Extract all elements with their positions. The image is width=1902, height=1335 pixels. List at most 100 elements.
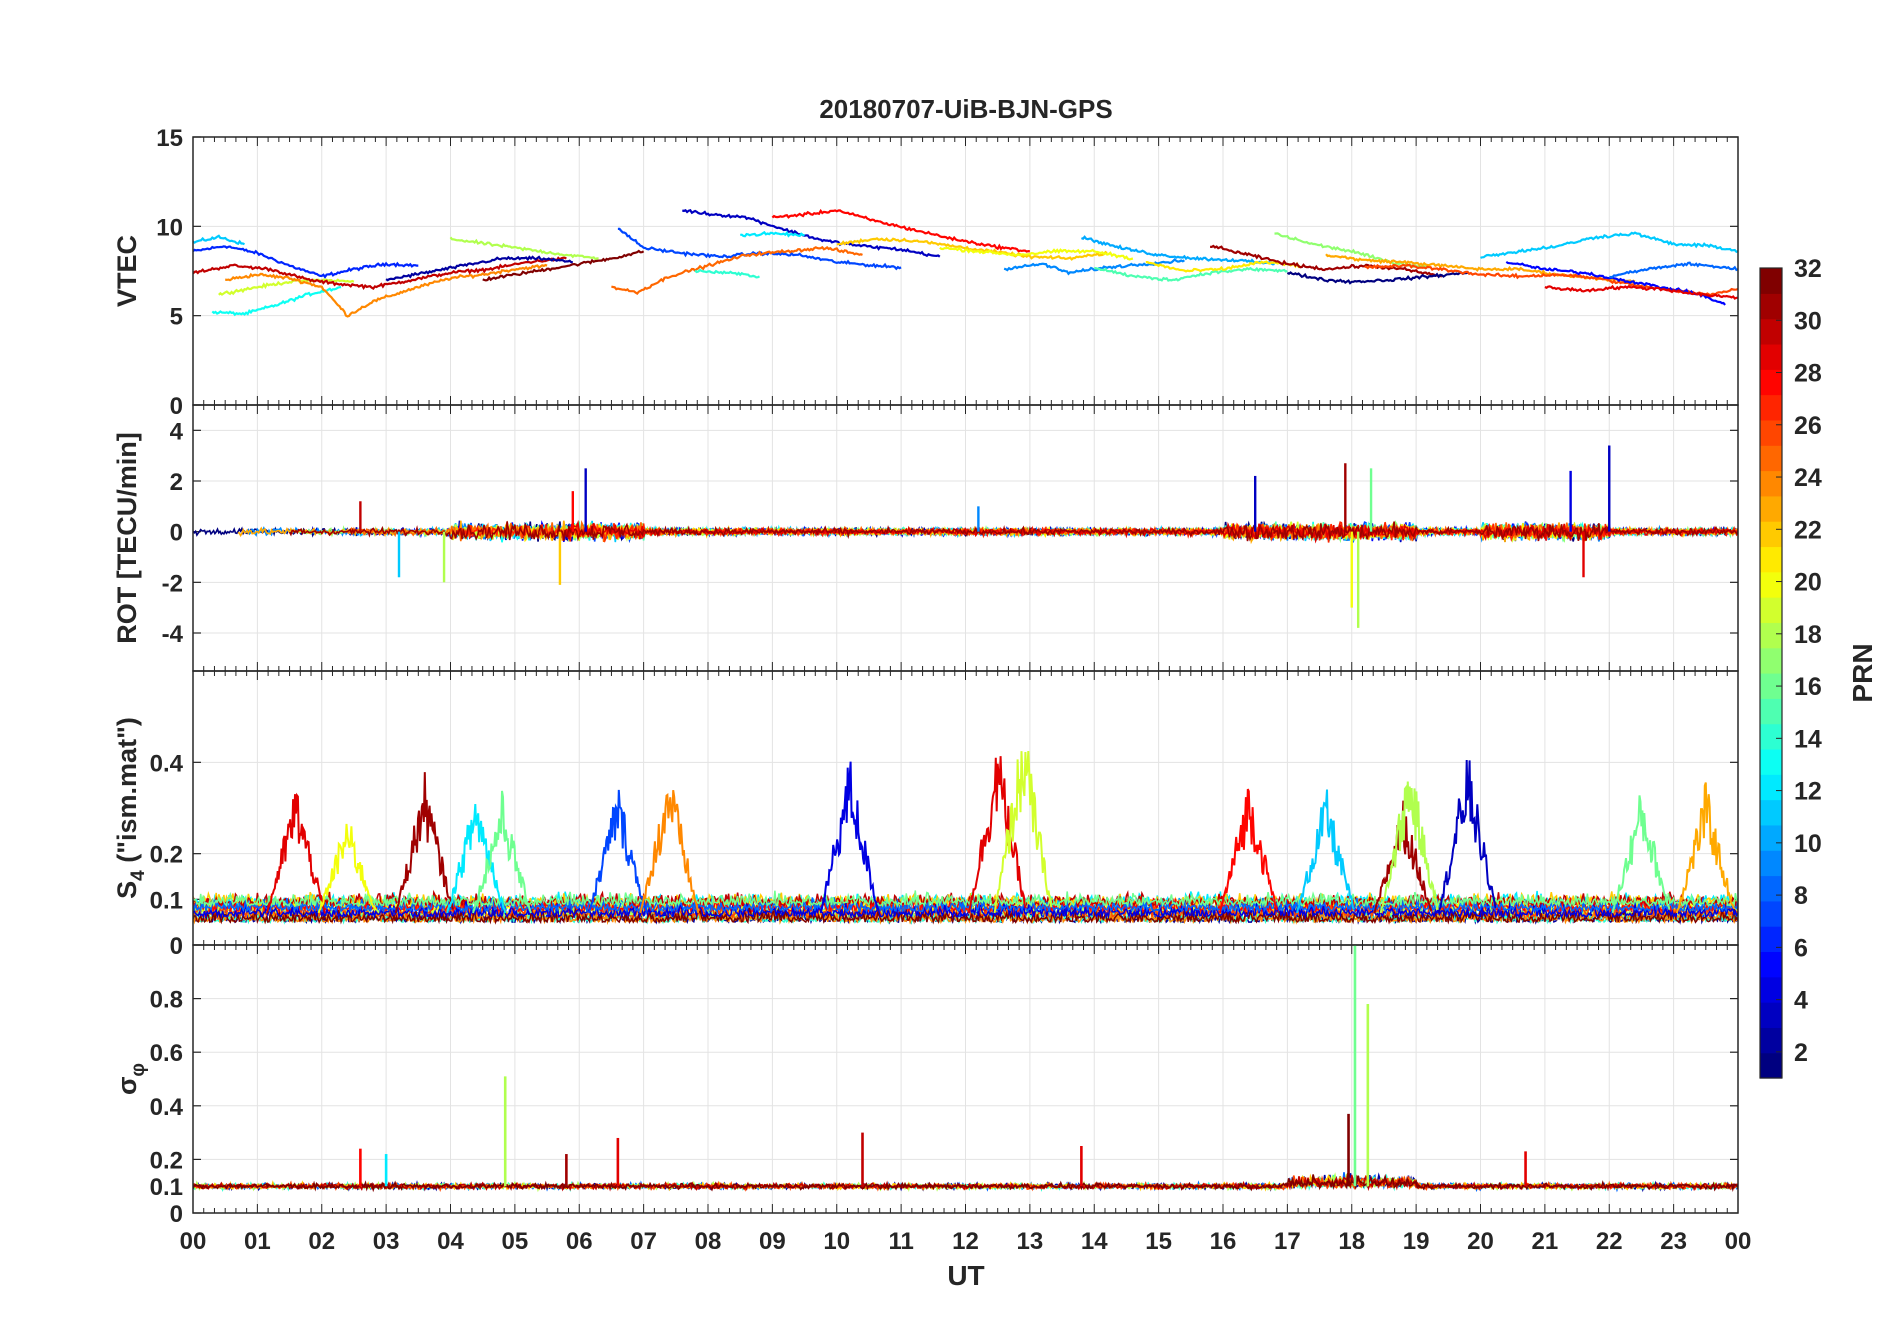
colorbar-tick-label: 6 — [1794, 934, 1808, 962]
series-line-prn-1 — [1286, 271, 1468, 285]
y-tick-label: 0.1 — [150, 887, 183, 914]
s4-peak-prn-19 — [993, 750, 1053, 914]
y-axis-label-main: S — [112, 881, 142, 899]
colorbar-tick-label: 10 — [1794, 830, 1822, 858]
y-tick-label: -4 — [162, 621, 184, 648]
colorbar-segment — [1760, 571, 1782, 598]
plot-area — [193, 750, 1738, 925]
x-tick-label: 17 — [1274, 1228, 1301, 1255]
y-tick-label: 0 — [170, 1201, 183, 1228]
colorbar-tick-label: 30 — [1794, 307, 1822, 335]
x-tick-label: 23 — [1660, 1228, 1687, 1255]
y-tick-label: 10 — [156, 214, 183, 241]
s4-peak-prn-12 — [446, 804, 507, 914]
colorbar-segment — [1760, 748, 1782, 775]
series-line-prn-10 — [1081, 235, 1275, 266]
colorbar-tick-label: 16 — [1794, 673, 1822, 701]
s4-peak-prn-7 — [587, 789, 648, 914]
y-axis-label-sub: φ — [128, 1063, 149, 1077]
y-axis-label: VTEC — [112, 235, 142, 307]
colorbar-segment — [1760, 521, 1782, 548]
x-tick-label: 00 — [180, 1228, 207, 1255]
x-tick-label: 01 — [244, 1228, 271, 1255]
colorbar-tick-label: 2 — [1794, 1039, 1808, 1067]
colorbar-segment — [1760, 647, 1782, 674]
x-tick-label: 13 — [1017, 1228, 1044, 1255]
series-line-prn-21 — [1145, 260, 1301, 273]
y-tick-label: 0.1 — [150, 1174, 183, 1201]
x-tick-label: 20 — [1467, 1228, 1494, 1255]
y-axis-label: ROT [TECU/min] — [112, 432, 142, 643]
series-line-prn-29 — [1544, 284, 1738, 300]
series-line-prn-29 — [565, 519, 1738, 544]
colorbar-segment — [1760, 318, 1782, 345]
series-line-prn-32 — [193, 1173, 1738, 1193]
colorbar-tick-label: 24 — [1794, 464, 1822, 492]
colorbar-segment — [1760, 1052, 1782, 1079]
colorbar-segment — [1760, 445, 1782, 472]
s4-peak-prn-28 — [1218, 788, 1278, 914]
y-tick-label: 0.2 — [150, 842, 183, 869]
x-tick-label: 10 — [823, 1228, 850, 1255]
colorbar-tick-label: 32 — [1794, 255, 1822, 283]
colorbar-segment — [1760, 1002, 1782, 1028]
series-line-prn-31 — [1210, 244, 1443, 278]
x-tick-label: 06 — [566, 1228, 593, 1255]
y-axis-label: σφ — [112, 1063, 149, 1095]
series-line-prn-20 — [939, 246, 1134, 261]
colorbar-segment — [1760, 673, 1782, 699]
series-line-prn-18 — [449, 236, 599, 261]
x-tick-label: 22 — [1596, 1228, 1623, 1255]
x-tick-label: 03 — [373, 1228, 400, 1255]
x-tick-label: 12 — [952, 1228, 979, 1255]
x-axis-label: UT — [947, 1260, 984, 1291]
s4-peak-prn-11 — [1296, 789, 1355, 914]
y-tick-label: 0.4 — [150, 750, 184, 777]
colorbar-segment — [1760, 293, 1782, 320]
s4-peak-prn-23 — [1675, 782, 1735, 914]
s4-peak-prn-4 — [819, 761, 879, 914]
series-line-prn-6 — [193, 245, 419, 279]
y-tick-label: 4 — [170, 418, 184, 445]
colorbar-segment — [1760, 900, 1782, 927]
series-line-prn-14 — [694, 268, 760, 279]
colorbar-segment — [1760, 799, 1782, 826]
x-tick-label: 11 — [888, 1228, 913, 1255]
plot-area — [193, 445, 1738, 628]
y-tick-label: 0.4 — [150, 1094, 184, 1121]
colorbar-segment — [1760, 495, 1782, 522]
colorbar-segment — [1760, 268, 1782, 294]
y-tick-label: 5 — [170, 304, 183, 331]
x-tick-label: 16 — [1210, 1228, 1237, 1255]
series-line-prn-32 — [482, 249, 645, 282]
colorbar-segment — [1760, 597, 1782, 623]
y-tick-label: 0.2 — [150, 1147, 183, 1174]
s4-peak-prn-3 — [1437, 759, 1497, 914]
y-tick-label: 2 — [170, 469, 183, 496]
x-tick-label: 19 — [1403, 1228, 1430, 1255]
y-tick-label: 0 — [170, 933, 183, 960]
colorbar-tick-label: 28 — [1794, 360, 1822, 388]
colorbar-segment — [1760, 470, 1782, 497]
y-tick-label: 0.6 — [150, 1040, 183, 1067]
x-tick-label: 08 — [695, 1228, 722, 1255]
colorbar-segment — [1760, 875, 1782, 902]
s4-peak-prn-31 — [394, 772, 454, 914]
panel-frame — [192, 944, 1739, 1214]
colorbar-segment — [1760, 1027, 1782, 1054]
colorbar-segment — [1760, 698, 1782, 725]
x-tick-label: 15 — [1145, 1228, 1172, 1255]
s4-peak-prn-29 — [266, 792, 326, 914]
x-tick-label: 04 — [437, 1228, 464, 1255]
series-line-prn-4 — [193, 901, 1738, 920]
x-tick-label: 09 — [759, 1228, 786, 1255]
colorbar-segment — [1760, 850, 1782, 877]
series-line-prn-8 — [1609, 261, 1738, 279]
plot-area — [193, 945, 1738, 1193]
series-line-prn-19 — [218, 277, 355, 296]
series-line-prn-28 — [771, 208, 1031, 253]
